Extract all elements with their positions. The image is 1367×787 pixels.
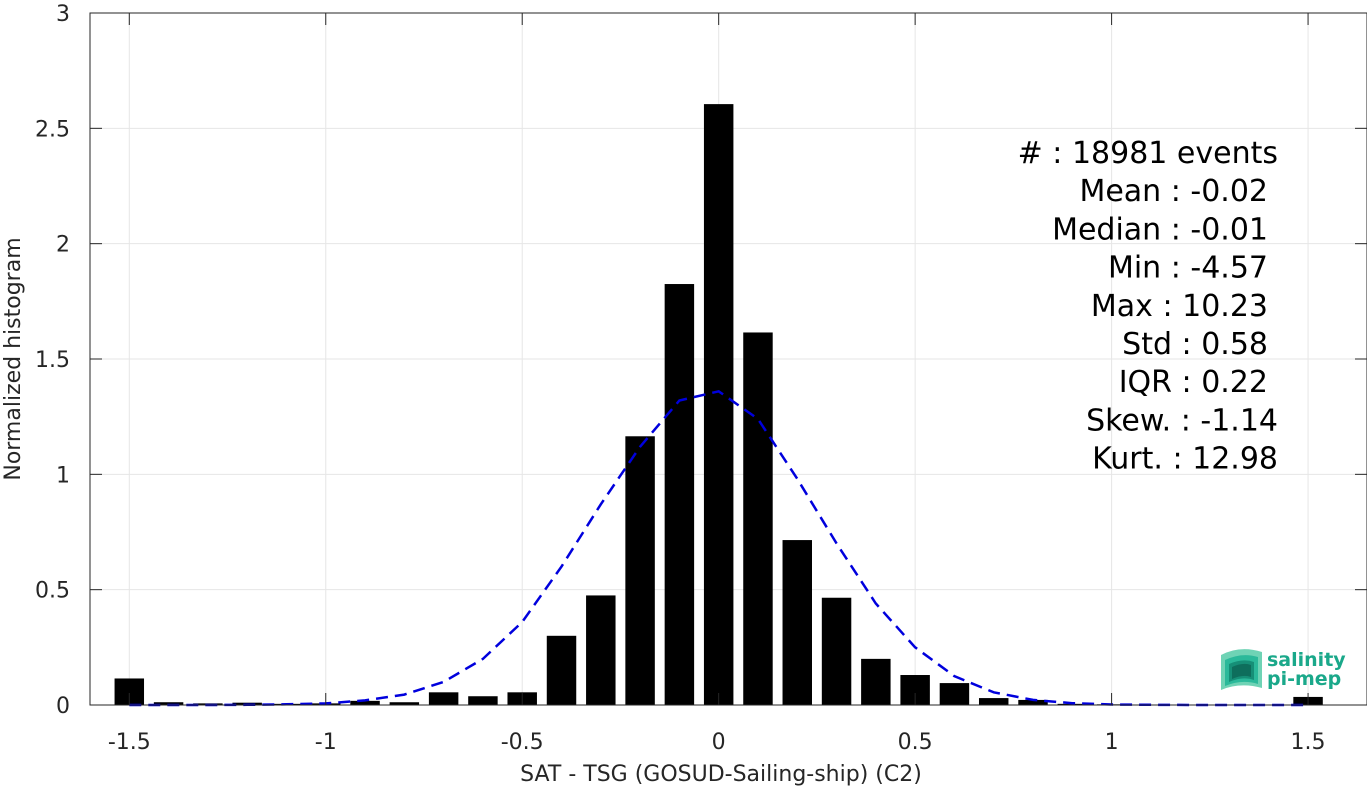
y-tick-label: 1.5 [35, 348, 70, 373]
histogram-bar [939, 683, 970, 705]
y-tick-labels: 0 0.5 1 1.5 2 2.5 3 [35, 2, 70, 719]
histogram-bar [703, 104, 734, 705]
histogram-bar [350, 700, 380, 705]
histogram-bar [625, 436, 655, 705]
x-tick-label: 1 [1105, 730, 1119, 755]
histogram-bar [861, 658, 891, 705]
y-tick-label: 2 [56, 233, 70, 258]
stats-line: Std : 0.58 [1122, 327, 1268, 362]
stats-line: Median : -0.01 [1052, 212, 1268, 247]
y-tick-label: 0.5 [35, 579, 70, 604]
logo-text-line1: salinity [1267, 649, 1346, 671]
x-tick-label: -1 [315, 730, 337, 755]
salinity-pimep-logo: salinity pi-mep [1221, 649, 1346, 690]
histogram-bars [114, 104, 1323, 705]
histogram-bar [468, 696, 498, 705]
x-tick-label: -1.5 [108, 730, 151, 755]
histogram-bar [743, 332, 773, 705]
x-tick-label: 0 [712, 730, 726, 755]
stats-line: Max : 10.23 [1091, 289, 1268, 324]
histogram-bar [428, 692, 459, 705]
stats-line: Min : -4.57 [1108, 251, 1268, 286]
histogram-bar [978, 698, 1009, 705]
histogram-bar [782, 540, 812, 705]
histogram-bar [664, 284, 695, 705]
histogram-bar [821, 597, 852, 705]
y-tick-label: 3 [56, 2, 70, 27]
stats-line: Kurt. : 12.98 [1092, 442, 1278, 477]
logo-text-line2: pi-mep [1267, 668, 1341, 690]
stats-line: Mean : -0.02 [1079, 174, 1268, 209]
stats-line: Skew. : -1.14 [1086, 403, 1278, 438]
stats-line: # : 18981 events [1018, 136, 1278, 171]
x-tick-label: -0.5 [501, 730, 544, 755]
histogram-bar [546, 635, 577, 705]
logo-wave-icon [1221, 649, 1262, 690]
stats-line: IQR : 0.22 [1119, 365, 1268, 400]
x-axis-label: SAT - TSG (GOSUD-Sailing-ship) (C2) [520, 762, 922, 787]
plot-axes [89, 12, 1367, 706]
histogram-bar [1018, 699, 1048, 705]
y-axis-label: Normalized histogram [1, 237, 26, 480]
x-tick-label: 0.5 [898, 730, 933, 755]
histogram-bar [586, 595, 616, 705]
y-tick-label: 1 [56, 463, 70, 488]
y-tick-label: 2.5 [35, 117, 70, 142]
y-tick-label: 0 [56, 694, 70, 719]
x-tick-label: 1.5 [1291, 730, 1326, 755]
x-tick-labels: -1.5 -1 -0.5 0 0.5 1 1.5 [108, 730, 1326, 755]
histogram-bar [153, 702, 184, 705]
histogram-bar [389, 702, 420, 705]
